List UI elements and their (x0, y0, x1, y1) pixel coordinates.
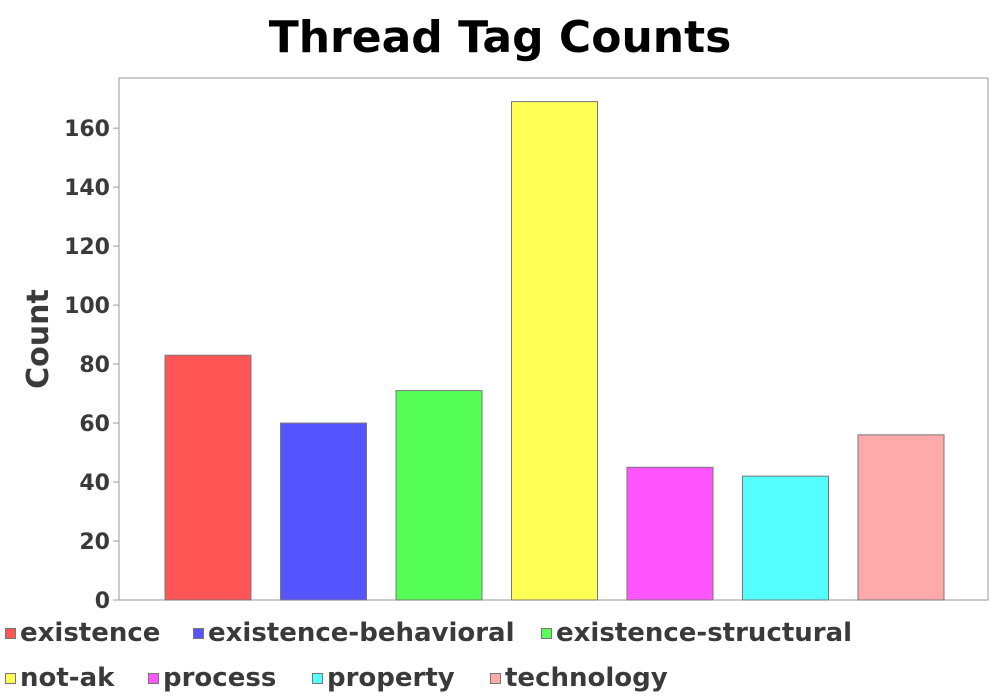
legend-swatch (312, 672, 323, 684)
bar-property (742, 475, 829, 601)
legend-swatch (5, 627, 16, 639)
legend-swatch (148, 672, 159, 684)
bar-process (626, 466, 714, 601)
legend-item-not-ak: not-ak (5, 663, 114, 693)
legend-label: existence-structural (556, 618, 853, 648)
legend-swatch (193, 627, 204, 639)
bar-technology (857, 434, 945, 601)
legend-label: existence-behavioral (208, 618, 515, 648)
legend: existence existence-behavioral existence-s… (0, 610, 1000, 700)
y-tick-label: 100 (64, 294, 110, 319)
bar-existence-behavioral (280, 422, 367, 601)
legend-label: technology (505, 663, 668, 693)
legend-item-technology: technology (490, 663, 668, 693)
legend-item-existence-structural: existence-structural (541, 618, 852, 648)
legend-label: process (163, 663, 277, 693)
legend-label: existence (20, 618, 161, 648)
bar-existence (164, 354, 252, 601)
y-tick-label: 40 (79, 471, 110, 496)
y-axis-label: Count (21, 289, 56, 389)
y-tick-label: 120 (64, 235, 110, 260)
legend-item-existence-behavioral: existence-behavioral (193, 618, 515, 648)
bar-chart: Thread Tag Counts 020406080100120140160 … (21, 12, 989, 610)
legend-label: not-ak (20, 663, 115, 693)
y-tick-label: 20 (79, 530, 110, 555)
y-tick-label: 140 (64, 176, 110, 201)
y-axis-ticks: 0 20 40 60 80 100 120 140 160 (64, 117, 119, 610)
legend-item-existence: existence (5, 618, 160, 648)
bar-existence-structural (395, 390, 483, 601)
legend-item-process: process (148, 663, 276, 693)
bars (164, 101, 945, 601)
y-tick-label: 0 (95, 589, 110, 610)
chart-title: Thread Tag Counts (269, 12, 732, 63)
y-tick-label: 60 (79, 412, 110, 437)
legend-swatch (541, 627, 552, 639)
legend-swatch (5, 672, 16, 684)
y-tick-label: 160 (64, 117, 110, 142)
legend-item-property: property (312, 663, 455, 693)
y-tick-label: 80 (79, 353, 110, 378)
legend-label: property (327, 663, 455, 693)
bar-not-ak (511, 101, 598, 601)
legend-swatch (490, 672, 501, 684)
